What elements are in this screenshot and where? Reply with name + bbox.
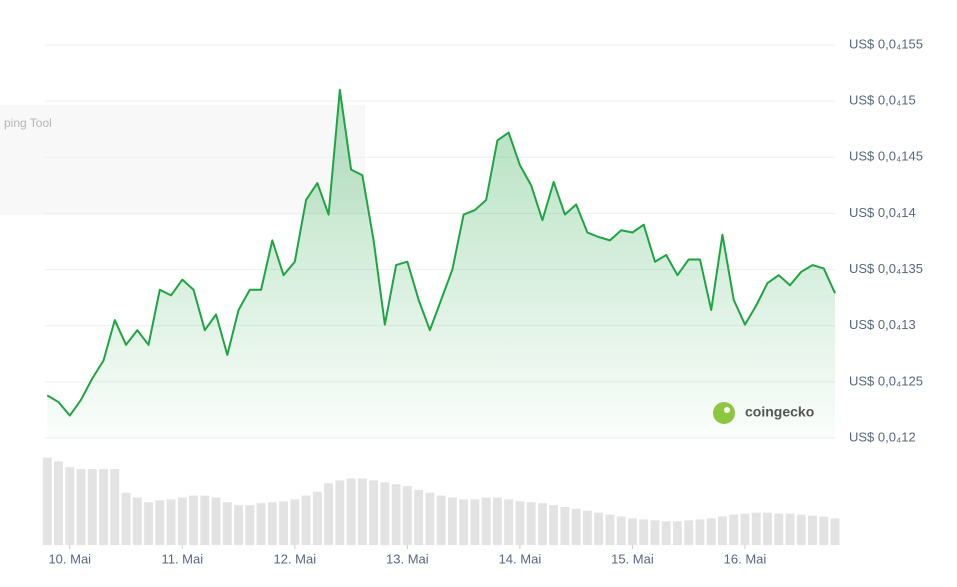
volume-bar: [324, 483, 334, 545]
volume-bar: [594, 512, 604, 545]
volume: [42, 457, 840, 545]
volume-bar: [391, 484, 401, 545]
volume-bar: [616, 516, 626, 545]
volume-bar: [774, 513, 784, 545]
volume-bar: [402, 486, 412, 545]
volume-bar: [537, 503, 547, 545]
volume-bar: [650, 520, 660, 545]
volume-bar: [132, 497, 142, 545]
volume-bar: [549, 505, 559, 545]
y-tick-label: US$ 0,0₄125: [849, 373, 923, 388]
logo-eye: [724, 407, 730, 413]
volume-bar: [155, 500, 165, 545]
overlay-window: [0, 105, 365, 215]
price-line: [46, 88, 836, 417]
volume-bar: [380, 482, 390, 545]
x-tick-label: 16. Mai: [724, 551, 767, 566]
volume-bar: [425, 492, 435, 545]
logo: [713, 402, 735, 424]
volume-bar: [234, 505, 244, 545]
volume-bar: [627, 518, 637, 545]
volume-bar: [763, 512, 772, 545]
volume-bar: [751, 512, 761, 545]
volume-bar: [256, 503, 266, 545]
volume-bar: [87, 469, 97, 545]
volume-bar: [808, 515, 817, 545]
x-tick-label: 14. Mai: [499, 551, 542, 566]
volume-bar: [121, 492, 131, 545]
volume-bar: [312, 491, 322, 545]
volume-bar: [54, 461, 63, 545]
y-tick-label: US$ 0,0₄155: [849, 36, 923, 51]
volume-bar: [245, 505, 255, 545]
grid: US$ 0,0₄12 US$ 0,0₄125 US$ 0,0₄13 US$ 0,0₄1…: [45, 36, 923, 566]
volume-bar: [830, 518, 840, 545]
volume-bar: [110, 469, 120, 545]
watermark: coingecko: [713, 402, 814, 424]
volume-bar: [571, 508, 581, 545]
volume-bar: [706, 518, 716, 545]
volume-bar: [560, 507, 570, 545]
volume-bar: [189, 495, 198, 545]
volume-bar: [301, 495, 311, 545]
x-tick-label: 13. Mai: [386, 551, 429, 566]
volume-bar: [639, 519, 649, 545]
y-tick-label: US$ 0,0₄145: [849, 149, 923, 164]
y-tick-label: US$ 0,0₄13: [849, 317, 916, 332]
volume-bar: [785, 513, 795, 545]
overlay-text: ping Tool: [4, 116, 52, 130]
volume-bar: [42, 457, 52, 545]
volume-bar: [177, 497, 187, 545]
volume-bar: [796, 514, 806, 545]
volume-bar: [65, 467, 75, 545]
volume-bar: [290, 499, 300, 545]
volume-bar: [211, 497, 221, 545]
volume-bar: [459, 499, 469, 545]
volume-bar: [695, 519, 705, 545]
volume-bar: [200, 495, 210, 545]
volume-bar: [279, 501, 289, 545]
y-tick-label: US$ 0,0₄14: [849, 205, 916, 220]
volume-bar: [672, 521, 682, 545]
y-tick-label: US$ 0,0₄135: [849, 261, 923, 276]
plot: [46, 88, 836, 439]
x-tick-label: 12. Mai: [274, 551, 317, 566]
volume-bar: [335, 480, 345, 545]
volume-bar: [222, 502, 232, 545]
volume-bar: [740, 513, 750, 545]
volume-bar: [526, 502, 536, 545]
volume-bar: [481, 497, 491, 545]
volume-bar: [346, 478, 356, 545]
x-tick-label: 11. Mai: [161, 551, 203, 566]
x-tick-label: 10. Mai: [48, 551, 91, 566]
volume-bar: [661, 521, 671, 545]
volume-bar: [582, 510, 592, 545]
volume-bar: [414, 489, 424, 545]
volume-bar: [470, 499, 480, 545]
volume-bar: [357, 478, 367, 545]
area: [47, 89, 835, 439]
volume-bar: [504, 499, 514, 545]
volume-bar: [515, 501, 525, 545]
y-tick-label: US$ 0,0₄12: [849, 429, 916, 444]
volume-bar: [718, 516, 727, 545]
y-tick-label: US$ 0,0₄15: [849, 93, 916, 108]
volume-bar: [684, 520, 694, 545]
volume-bar: [436, 495, 446, 545]
x-tick-label: 15. Mai: [611, 551, 654, 566]
volume-bar: [447, 497, 457, 545]
volume-bar: [819, 516, 829, 545]
volume-bar: [605, 514, 615, 545]
volume-bar: [166, 499, 176, 545]
volume-bar: [369, 480, 379, 545]
volume-bar: [492, 497, 502, 545]
volume-bar: [76, 469, 86, 545]
volume-bar: [144, 502, 153, 545]
volume-bar: [267, 502, 277, 545]
volume-bar: [729, 514, 739, 545]
volume-bar: [99, 469, 108, 545]
watermark-text: coingecko: [745, 404, 814, 420]
